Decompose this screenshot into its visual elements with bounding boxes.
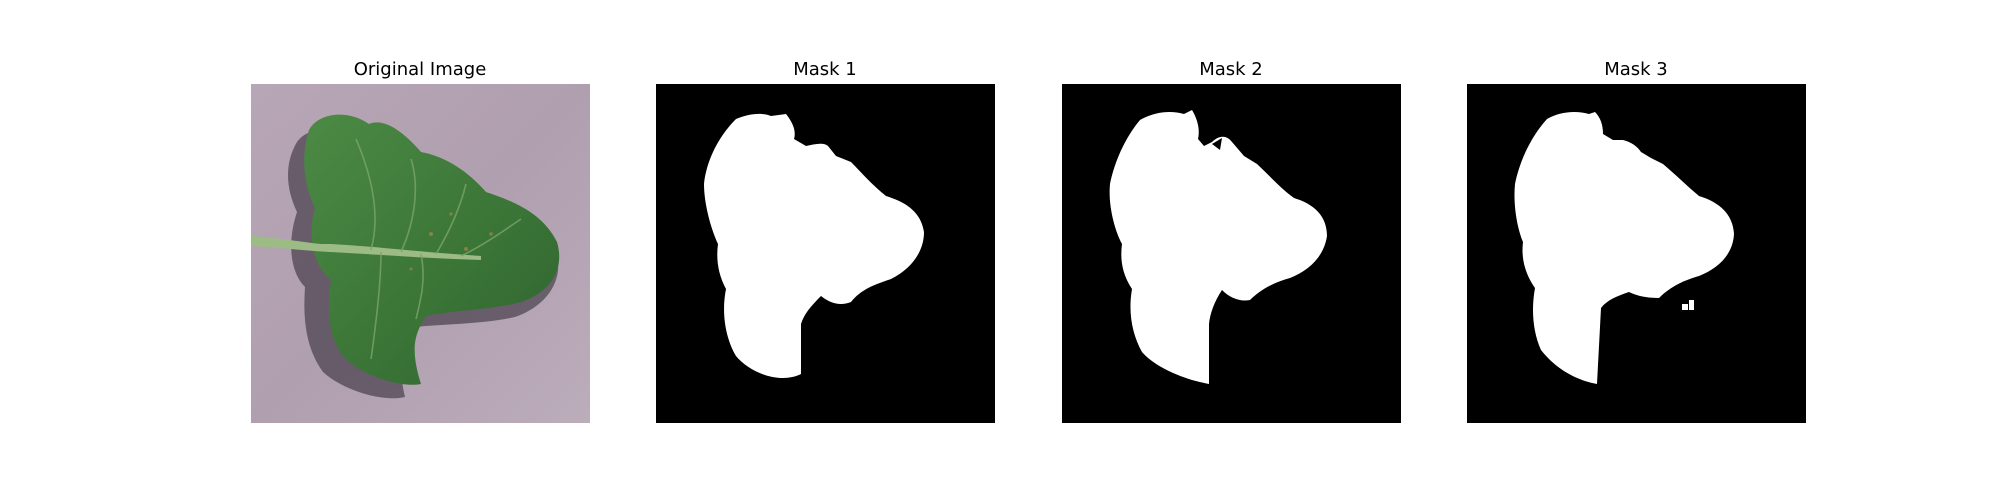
mask-region [1109,110,1327,384]
leaf-spots [409,212,493,271]
mask-1-image [656,84,995,423]
leaf-stem [251,236,481,260]
mask-region [1514,111,1734,384]
panel-title-mask-1: Mask 1 [793,59,857,80]
mask-2 [1062,84,1401,423]
mask-specks [1682,300,1694,310]
mask-region [704,113,924,378]
mask-3-image [1467,84,1806,423]
mask-2-image [1062,84,1401,423]
leaf-photo [251,84,590,423]
panel-title-original: Original Image [353,59,487,80]
leaf-veins [355,138,522,360]
panel-title-mask-2: Mask 2 [1199,59,1263,80]
mask-hole [1212,138,1222,150]
leaf [304,114,560,385]
mask-1 [656,84,995,423]
original-image [251,84,590,423]
mask-3 [1467,84,1806,423]
panel-title-mask-3: Mask 3 [1604,59,1668,80]
